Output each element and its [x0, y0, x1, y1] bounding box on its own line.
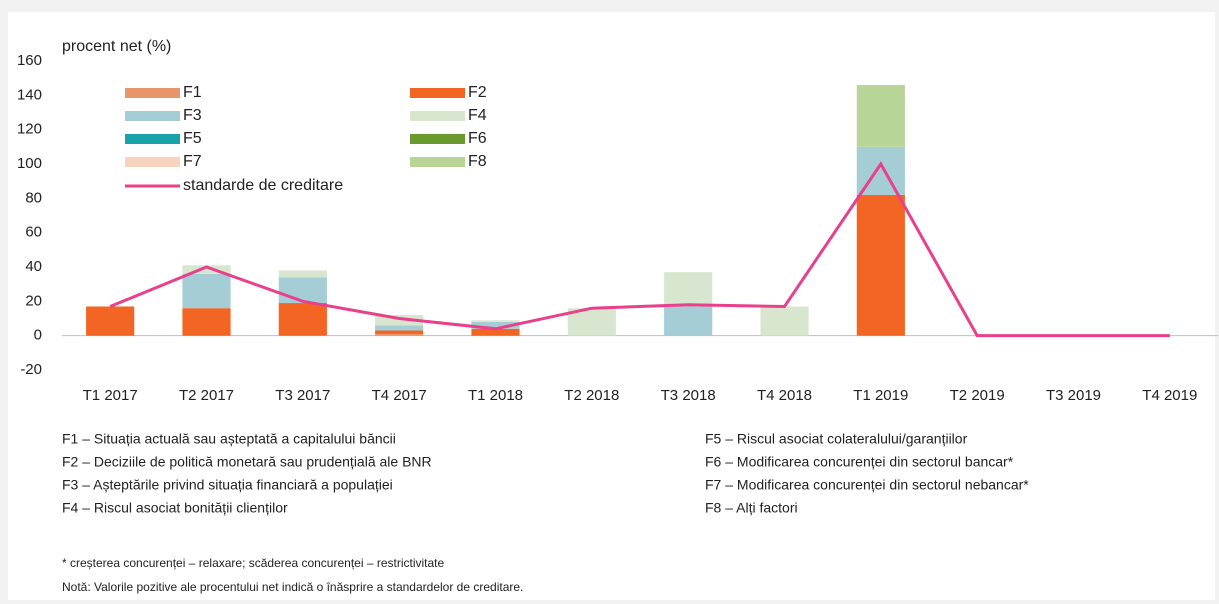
bar-segment [471, 320, 520, 322]
legend-label: F7 [183, 153, 202, 170]
factor-note: F5 – Riscul asociat colateralului/garanț… [705, 431, 968, 447]
legend-label: F6 [468, 130, 487, 147]
bar-segment [375, 325, 424, 331]
factor-note: F1 – Situația actuală sau așteptată a ca… [62, 431, 396, 447]
factor-note: F8 – Alți factori [705, 500, 798, 516]
bar-segment [760, 306, 809, 336]
legend-label: F3 [183, 107, 202, 124]
y-tick-label: -20 [20, 361, 42, 378]
x-tick-label: T2 2018 [564, 387, 619, 404]
bar-segment [375, 333, 424, 336]
legend-swatch [125, 88, 180, 98]
bar-segment [182, 265, 231, 274]
x-tick-label: T2 2017 [179, 387, 234, 404]
bar-segment [471, 321, 520, 329]
legend-swatch [410, 134, 465, 144]
bar-segment [278, 303, 327, 336]
bar-segment [471, 328, 520, 336]
bar-segment [278, 277, 327, 304]
bar-segment [375, 315, 424, 326]
note: Notă: Valorile pozitive ale procentului … [62, 580, 523, 594]
y-tick-label: 160 [17, 52, 42, 69]
line [109, 161, 1170, 338]
legend-swatch [125, 111, 180, 121]
bar-segment [664, 306, 713, 336]
y-tick-label: 120 [17, 121, 42, 138]
x-tick-label: T3 2017 [275, 387, 330, 404]
y-tick-label: 80 [25, 189, 42, 206]
legend-label: F4 [468, 107, 487, 124]
legend-label: standarde de creditare [183, 177, 343, 194]
legend-label: F2 [468, 84, 487, 101]
bar-segment [182, 308, 231, 336]
bar-segment [278, 270, 327, 278]
x-tick-label: T2 2019 [950, 387, 1005, 404]
bar-segment [856, 85, 905, 147]
note: * creșterea concurenței – relaxare; scăd… [62, 556, 445, 570]
y-tick-label: 140 [17, 86, 42, 103]
y-tick-label: 40 [25, 258, 42, 275]
x-tick-label: T3 2019 [1046, 387, 1101, 404]
x-tick-label: T3 2018 [661, 387, 716, 404]
legend-swatch [125, 157, 180, 167]
legend-swatch [125, 134, 180, 144]
legend-swatch [410, 111, 465, 121]
legend-label: F5 [183, 130, 202, 147]
legend-label: F1 [183, 84, 202, 101]
factor-note: F3 – Așteptările privind situația financ… [62, 477, 393, 493]
x-tick-label: T4 2018 [757, 387, 812, 404]
y-tick-label: 60 [25, 224, 42, 241]
bar-segment [182, 273, 231, 309]
factor-note: F7 – Modificarea concurenței din sectoru… [705, 477, 1029, 493]
x-tick-label: T4 2017 [372, 387, 427, 404]
x-tick-label: T1 2018 [468, 387, 523, 404]
y-tick-label: 100 [17, 155, 42, 172]
legend-swatch [410, 157, 465, 167]
x-tick-label: T1 2019 [853, 387, 908, 404]
bar-segment [856, 194, 905, 336]
bar-segment [86, 306, 135, 336]
bar-segment [375, 330, 424, 334]
y-tick-label: 0 [34, 327, 42, 344]
legend-swatch [410, 88, 465, 98]
y-axis-label: procent net (%) [62, 38, 171, 55]
factor-note: F6 – Modificarea concurenței din sectoru… [705, 454, 1014, 470]
legend-label: F8 [468, 153, 487, 170]
factor-note: F2 – Deciziile de politică monetară sau … [62, 454, 432, 470]
factor-note: F4 – Riscul asociat bonității clienților [62, 500, 288, 516]
y-tick-label: 20 [25, 292, 42, 309]
bar-segment [664, 272, 713, 307]
x-tick-label: T1 2017 [83, 387, 138, 404]
x-tick-label: T4 2019 [1142, 387, 1197, 404]
